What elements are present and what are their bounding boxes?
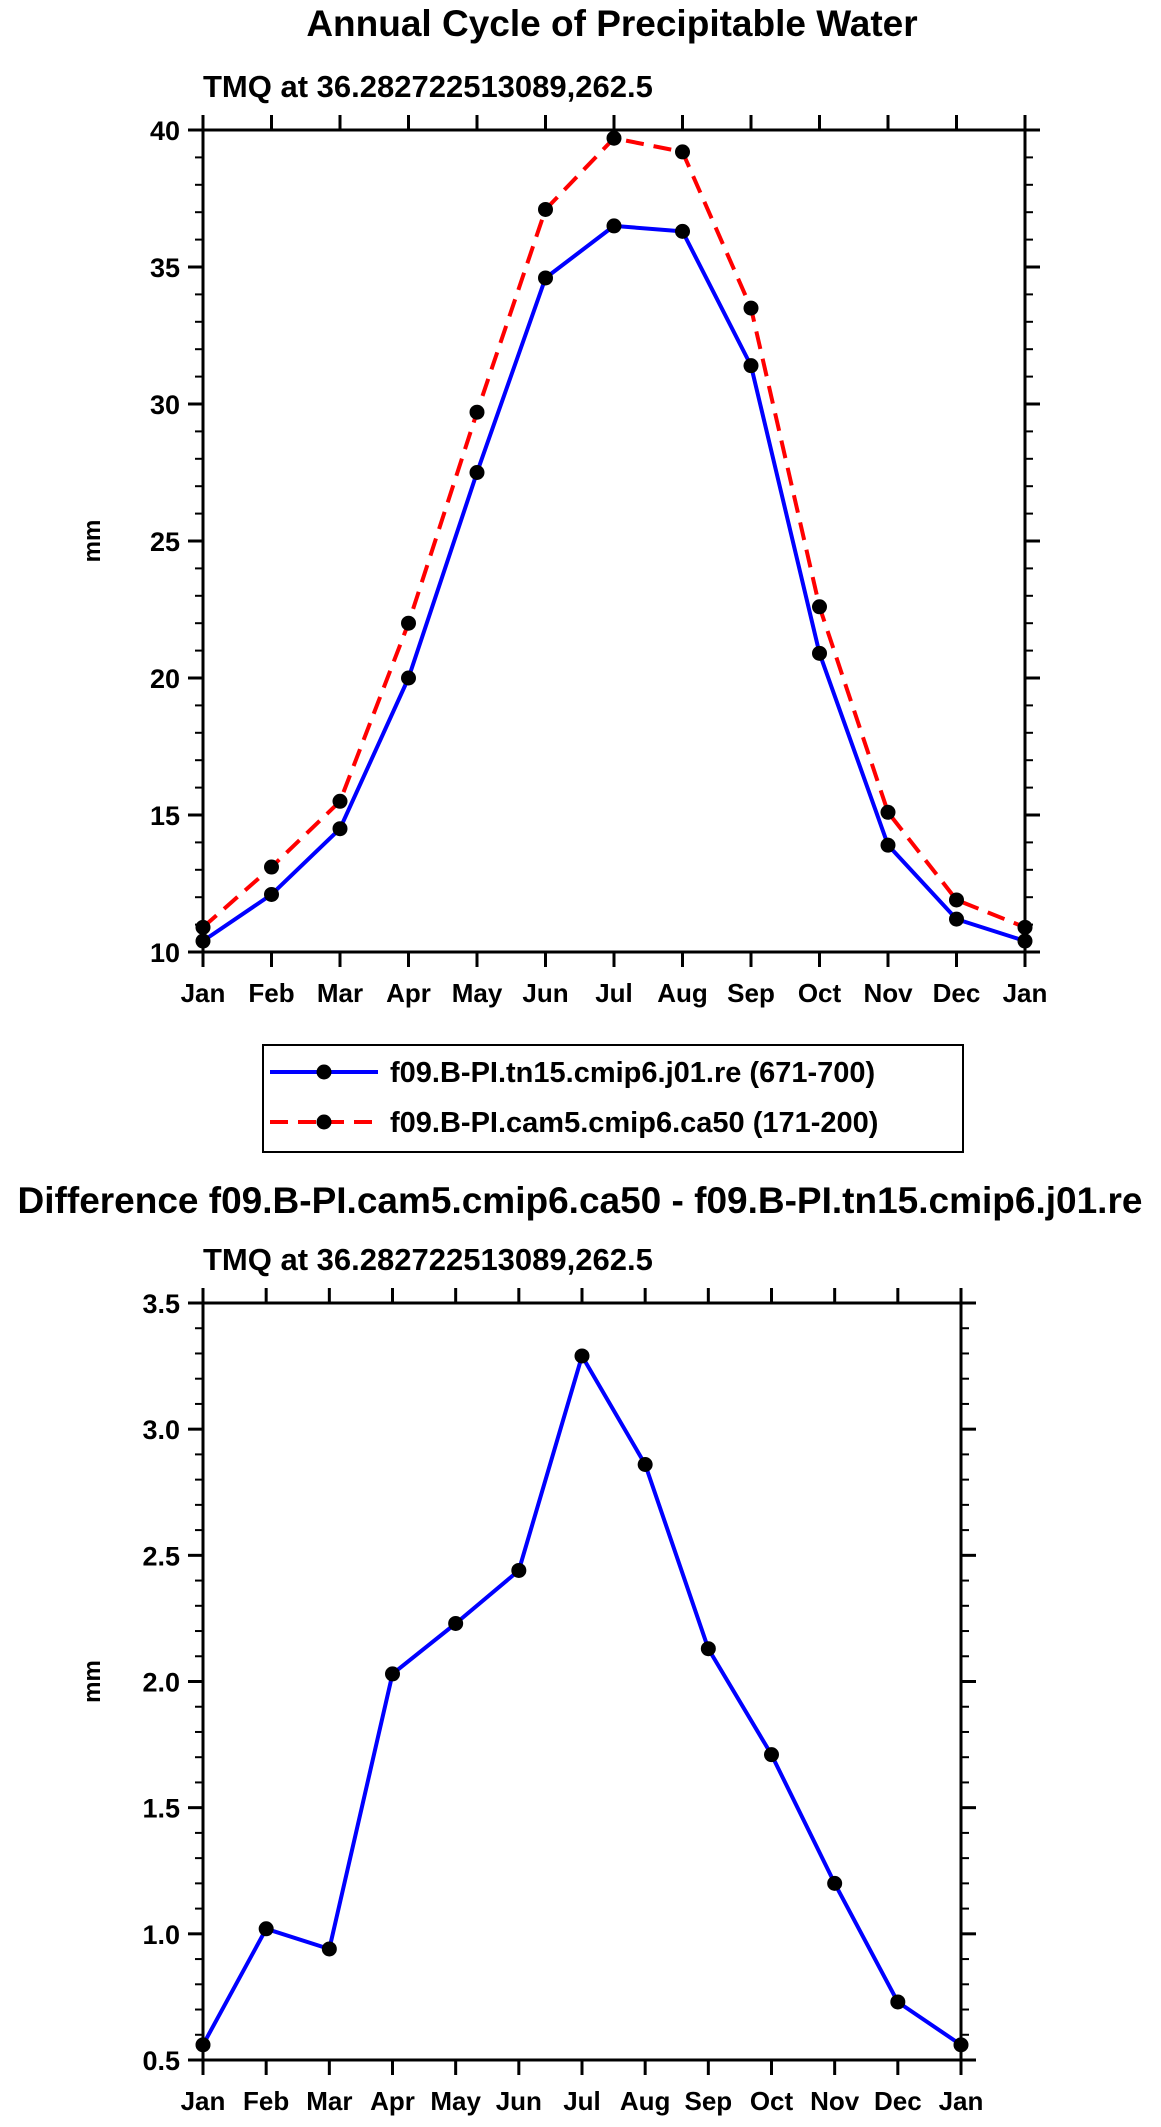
data-point: [574, 1348, 590, 1364]
data-point: [743, 300, 759, 316]
x-tick-label: Mar: [317, 978, 363, 1008]
data-point: [332, 821, 348, 837]
precipitable-water-chart: Annual Cycle of Precipitable Water TMQ at…: [79, 3, 1047, 1008]
data-point: [812, 599, 827, 615]
y-tick-label: 0.5: [142, 2046, 180, 2076]
data-point: [812, 645, 827, 661]
data-point: [401, 670, 416, 686]
data-point: [469, 465, 485, 480]
data-point: [195, 933, 211, 949]
data-point: [953, 2037, 969, 2053]
data-point: [385, 1666, 400, 1682]
legend-label: f09.B-PI.cam5.cmip6.ca50 (171-200): [390, 1107, 878, 1139]
x-tick-label: Sep: [684, 2086, 732, 2116]
y-tick-label: 15: [150, 801, 180, 831]
chart-subtitle: TMQ at 36.282722513089,262.5: [203, 69, 653, 104]
data-point: [321, 1941, 337, 1957]
data-point: [332, 793, 348, 809]
data-point: [606, 130, 622, 146]
series-line-1: [201, 223, 1026, 943]
y-tick-label: 25: [150, 527, 180, 557]
x-tick-label: May: [430, 2086, 481, 2116]
legend-marker: [316, 1114, 332, 1130]
legend-marker: [316, 1064, 332, 1080]
data-point: [890, 1994, 906, 2010]
difference-chart: Difference f09.B-PI.cam5.cmip6.ca50 - f0…: [18, 1180, 1143, 2116]
legend: f09.B-PI.tn15.cmip6.j01.re (671-700) f09.…: [262, 1044, 964, 1153]
data-point: [700, 1641, 716, 1657]
x-tick-label: Jan: [181, 2086, 226, 2116]
x-tick-label: Jul: [595, 978, 633, 1008]
series-line-2: [201, 136, 1026, 930]
x-tick-label: Feb: [248, 978, 294, 1008]
x-tick-label: Apr: [370, 2086, 415, 2116]
y-tick-label: 1.5: [142, 1794, 180, 1824]
x-tick-label: Mar: [306, 2086, 352, 2116]
data-point: [538, 270, 553, 286]
y-tick-label: 3.0: [142, 1415, 180, 1445]
data-point: [827, 1875, 843, 1891]
x-tick-label: Jun: [496, 2086, 542, 2116]
x-tick-label: Jan: [1003, 978, 1048, 1008]
data-point: [469, 404, 485, 420]
data-point: [675, 144, 690, 160]
data-point: [448, 1615, 464, 1631]
chart-title: Annual Cycle of Precipitable Water: [306, 3, 917, 44]
data-point: [1017, 933, 1033, 949]
y-tick-label: 35: [150, 253, 180, 283]
x-tick-label: Aug: [620, 2086, 671, 2116]
chart-subtitle: TMQ at 36.282722513089,262.5: [203, 1242, 653, 1277]
x-tick-label: Nov: [863, 978, 913, 1008]
data-point: [538, 201, 553, 217]
x-tick-label: Jun: [522, 978, 568, 1008]
y-tick-label: 2.5: [142, 1541, 180, 1571]
y-axis-label: mm: [79, 520, 106, 563]
data-point: [264, 886, 279, 902]
x-tick-label: Dec: [874, 2086, 922, 2116]
y-tick-label: 2.0: [142, 1668, 180, 1698]
data-point: [880, 804, 896, 820]
x-tick-label: Sep: [727, 978, 775, 1008]
x-tick-label: Feb: [243, 2086, 289, 2116]
data-point: [743, 358, 759, 374]
x-tick-label: Jul: [563, 2086, 601, 2116]
legend-label: f09.B-PI.tn15.cmip6.j01.re (671-700): [390, 1057, 875, 1089]
x-tick-label: Nov: [810, 2086, 860, 2116]
x-tick-label: Oct: [798, 978, 842, 1008]
data-point: [949, 892, 964, 908]
data-point: [637, 1456, 653, 1472]
y-tick-label: 3.5: [142, 1289, 180, 1319]
data-point: [606, 218, 622, 234]
x-tick-label: Oct: [750, 2086, 794, 2116]
x-tick-label: Jan: [939, 2086, 984, 2116]
data-point: [949, 911, 964, 927]
legend-box: [262, 1044, 964, 1153]
data-point: [401, 615, 416, 631]
y-axis-label: mm: [79, 1660, 106, 1703]
data-point: [195, 2037, 211, 2053]
data-point: [675, 223, 690, 239]
x-tick-label: May: [452, 978, 503, 1008]
y-tick-label: 20: [150, 664, 180, 694]
series-line-1: [201, 1354, 963, 2047]
data-point: [264, 859, 279, 875]
x-tick-label: Jan: [181, 978, 226, 1008]
data-point: [511, 1562, 527, 1578]
x-tick-label: Aug: [657, 978, 708, 1008]
data-point: [880, 837, 896, 853]
y-tick-label: 30: [150, 390, 180, 420]
y-tick-label: 40: [150, 116, 180, 146]
x-tick-label: Apr: [386, 978, 431, 1008]
x-tick-label: Dec: [933, 978, 981, 1008]
data-point: [1017, 919, 1033, 935]
data-point: [195, 919, 211, 935]
chart-title: Difference f09.B-PI.cam5.cmip6.ca50 - f0…: [18, 1180, 1143, 1221]
y-tick-label: 1.0: [142, 1920, 180, 1950]
data-point: [258, 1921, 274, 1937]
data-point: [764, 1747, 779, 1763]
y-tick-label: 10: [150, 938, 180, 968]
